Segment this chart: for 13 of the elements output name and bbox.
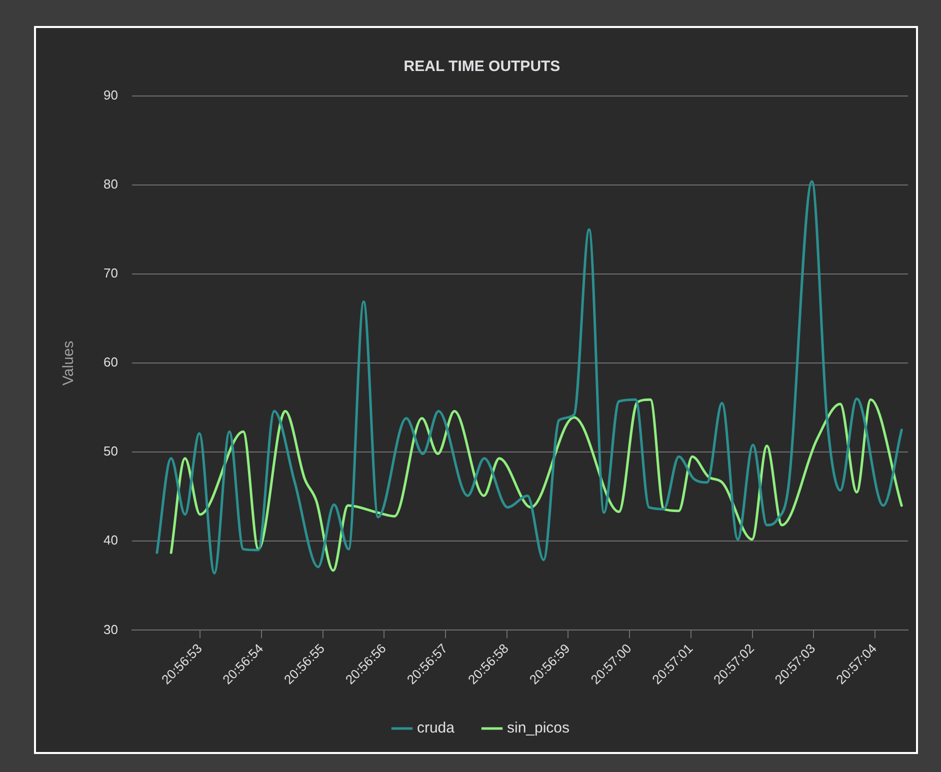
line-series: [156, 180, 903, 574]
y-tick-label: 70: [104, 266, 118, 281]
line-series: [170, 398, 903, 572]
y-axis-title: Values: [60, 340, 78, 386]
y-tick-label: 90: [104, 88, 118, 103]
legend-label: sin_picos: [506, 720, 570, 737]
y-tick-label: 40: [104, 532, 118, 548]
chart-title: REAL TIME OUTPUTS: [404, 58, 560, 76]
legend-label: cruda: [416, 720, 456, 737]
y-tick-label: 80: [104, 176, 118, 192]
y-tick-label: 50: [104, 444, 118, 459]
y-tick-label: 60: [104, 354, 118, 370]
y-tick-label: 30: [104, 622, 118, 637]
